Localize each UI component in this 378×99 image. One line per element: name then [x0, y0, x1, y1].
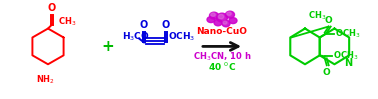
Ellipse shape [209, 12, 218, 19]
Text: O: O [47, 3, 56, 13]
Text: OCH$_3$: OCH$_3$ [333, 49, 358, 62]
Text: O: O [323, 68, 331, 77]
Ellipse shape [211, 13, 215, 16]
Text: O: O [325, 16, 333, 25]
Ellipse shape [214, 19, 222, 26]
Text: O: O [162, 20, 170, 30]
Ellipse shape [223, 21, 227, 24]
Text: CH$_3$: CH$_3$ [308, 9, 327, 22]
Ellipse shape [226, 11, 234, 18]
Ellipse shape [218, 14, 224, 19]
Ellipse shape [222, 20, 230, 27]
Text: Nano-CuO: Nano-CuO [197, 27, 248, 36]
Ellipse shape [227, 12, 231, 15]
Text: NH$_2$: NH$_2$ [37, 73, 56, 86]
Text: OCH$_3$: OCH$_3$ [335, 27, 360, 40]
Ellipse shape [207, 17, 215, 23]
Text: 40 $^0$C: 40 $^0$C [208, 61, 236, 73]
Ellipse shape [217, 13, 228, 22]
Ellipse shape [229, 18, 237, 24]
Text: N: N [344, 58, 352, 68]
Text: O: O [140, 20, 148, 30]
Text: CH$_3$: CH$_3$ [58, 15, 77, 28]
Text: +: + [102, 39, 115, 54]
Text: OCH$_3$: OCH$_3$ [168, 30, 195, 43]
Text: H$_3$CO: H$_3$CO [122, 30, 150, 43]
Text: CH$_3$CN, 10 h: CH$_3$CN, 10 h [193, 50, 251, 63]
